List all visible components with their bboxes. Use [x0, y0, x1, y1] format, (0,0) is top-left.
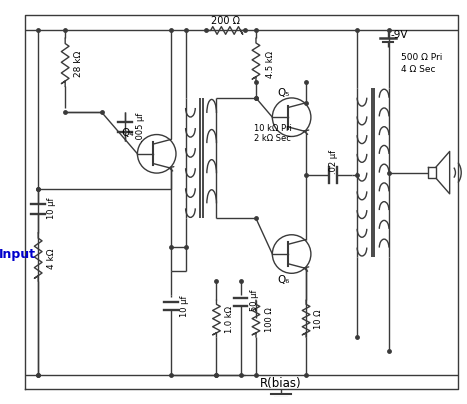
- Text: 200 Ω: 200 Ω: [211, 16, 240, 26]
- Text: Q₅: Q₅: [278, 88, 290, 98]
- Text: 100 Ω: 100 Ω: [265, 307, 274, 332]
- Text: 10 µf: 10 µf: [47, 198, 56, 219]
- Text: 50 µf: 50 µf: [249, 290, 259, 311]
- Text: -9V: -9V: [391, 30, 408, 40]
- Text: 10 µf: 10 µf: [180, 295, 189, 317]
- Text: 10 kΩ Pri: 10 kΩ Pri: [254, 124, 292, 133]
- Text: Q₄: Q₄: [121, 128, 134, 138]
- Text: 1.0 kΩ: 1.0 kΩ: [226, 306, 234, 333]
- Text: .005 µf: .005 µf: [136, 112, 145, 141]
- Text: .02 µf: .02 µf: [329, 149, 338, 174]
- Text: 2 kΩ Sec: 2 kΩ Sec: [254, 134, 291, 143]
- Text: Input: Input: [0, 248, 36, 261]
- Text: 4.5 kΩ: 4.5 kΩ: [266, 51, 275, 78]
- Text: 500 Ω Pri: 500 Ω Pri: [402, 53, 443, 62]
- Text: 4 kΩ: 4 kΩ: [47, 248, 56, 269]
- Text: 10 Ω: 10 Ω: [314, 310, 323, 329]
- Text: 4 Ω Sec: 4 Ω Sec: [402, 65, 436, 74]
- Text: Q₆: Q₆: [278, 275, 290, 285]
- Text: 28 kΩ: 28 kΩ: [74, 51, 83, 77]
- Text: R(bias): R(bias): [260, 377, 302, 389]
